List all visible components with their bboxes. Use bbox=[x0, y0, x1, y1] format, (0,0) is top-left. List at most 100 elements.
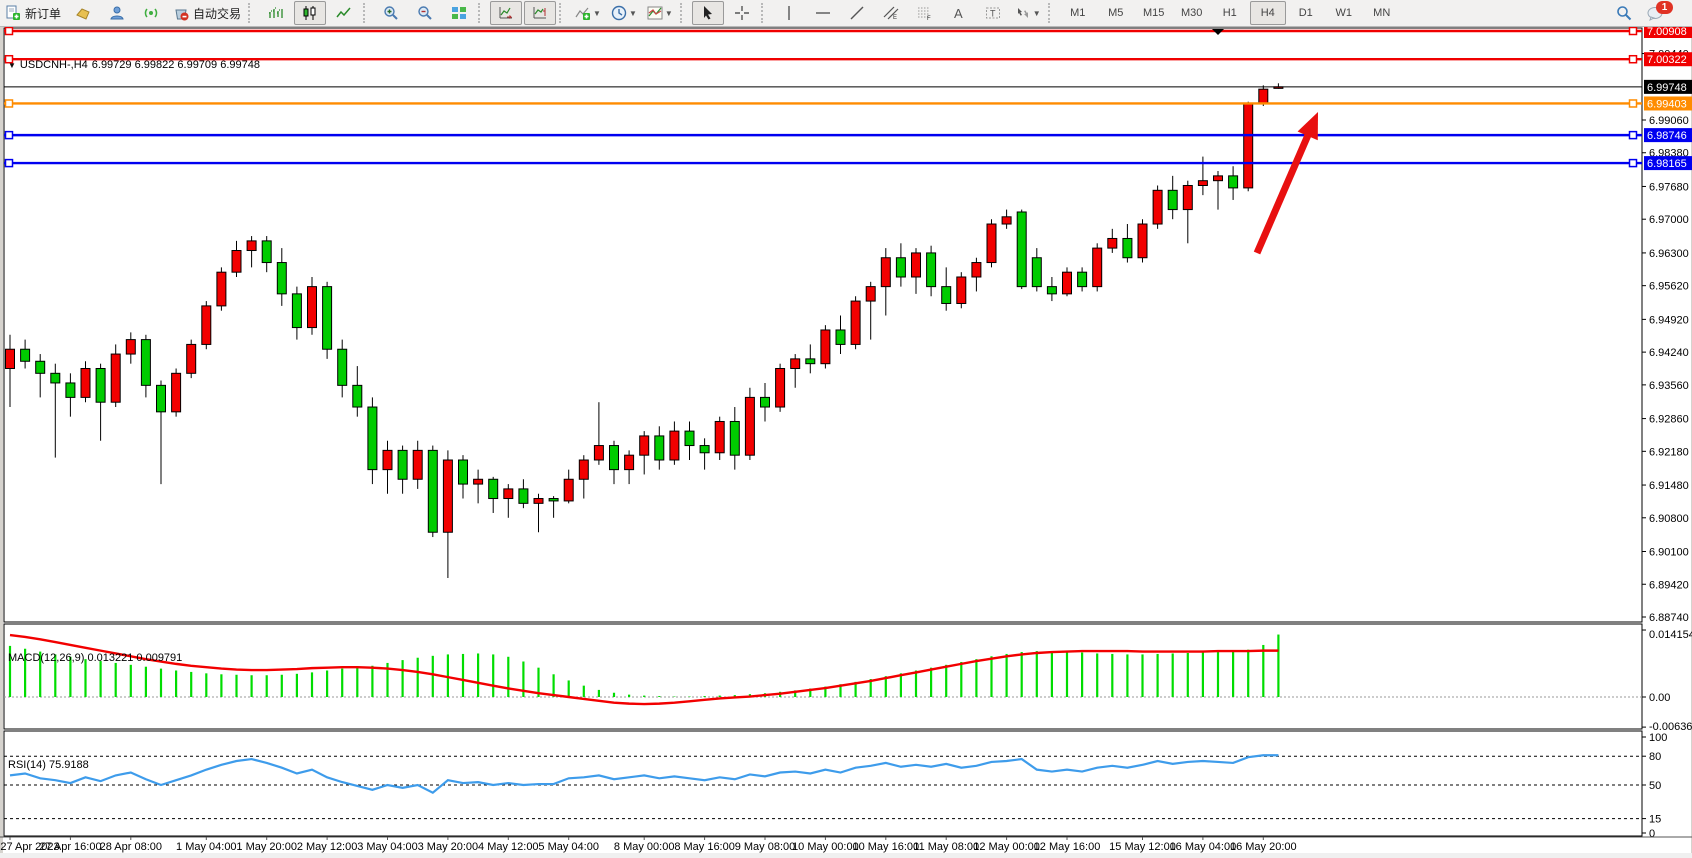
level-line-6.98746[interactable] bbox=[4, 130, 1642, 140]
candle-bull bbox=[880, 257, 891, 288]
svg-text:E: E bbox=[893, 15, 897, 21]
timeframe-M1[interactable]: M1 bbox=[1070, 7, 1086, 19]
candle-bull bbox=[820, 329, 831, 365]
line-handle[interactable] bbox=[1628, 54, 1638, 64]
level-price-label: 6.98165 bbox=[1647, 158, 1687, 170]
time-tick-label: 1 May 20:00 bbox=[236, 841, 297, 853]
collapse-toggle-icon[interactable]: ▼ bbox=[8, 60, 16, 70]
candle-bear bbox=[654, 435, 665, 461]
level-line-6.98165[interactable] bbox=[4, 158, 1642, 168]
new-order-button[interactable]: 新订单 bbox=[1, 1, 65, 25]
macd-tick-label: 0.014154 bbox=[1649, 629, 1692, 641]
price-tick-label: 6.91480 bbox=[1649, 480, 1689, 492]
timeframe-group: M1 M5 M15 M30 H1 H4 D1 W1 MN bbox=[1059, 1, 1401, 25]
arrow-shaft[interactable] bbox=[1253, 128, 1314, 255]
current-price-flag bbox=[1644, 79, 1692, 94]
rsi-line bbox=[9, 754, 1279, 794]
timeframe-H1[interactable]: H1 bbox=[1222, 7, 1237, 19]
timeframe-W1[interactable]: W1 bbox=[1335, 7, 1352, 19]
line-handle[interactable] bbox=[1628, 99, 1638, 108]
candle-bull bbox=[911, 252, 921, 278]
timeframe-M15[interactable]: M15 bbox=[1143, 7, 1165, 19]
horizontal-line-button[interactable] bbox=[807, 1, 839, 25]
auto-scroll-button[interactable] bbox=[490, 1, 523, 25]
timeframe-H4[interactable]: H4 bbox=[1249, 1, 1286, 25]
price-chart[interactable] bbox=[4, 83, 1642, 578]
timeframe-M5[interactable]: M5 bbox=[1108, 7, 1124, 19]
candle-bull bbox=[971, 262, 982, 278]
zoom-in-button[interactable] bbox=[375, 1, 407, 25]
timeframe-MN[interactable]: MN bbox=[1373, 7, 1391, 19]
price-tick-label: 6.94920 bbox=[1649, 314, 1689, 326]
crosshair-icon bbox=[734, 5, 750, 21]
candle-bear bbox=[50, 372, 61, 384]
candle-bear bbox=[352, 384, 363, 408]
price-tick-label: 6.97000 bbox=[1649, 214, 1689, 226]
price-axis[interactable]: 7.004406.990606.983806.976806.970006.963… bbox=[1642, 26, 1692, 840]
chart-shift-marker[interactable] bbox=[1212, 29, 1224, 35]
crosshair-button[interactable] bbox=[726, 1, 758, 25]
level-price-label: 7.00322 bbox=[1647, 54, 1687, 66]
rsi-panel[interactable] bbox=[4, 754, 1642, 820]
equidistant-channel-button[interactable]: E bbox=[875, 1, 907, 25]
candle-bull bbox=[563, 478, 574, 502]
navigator-icon bbox=[109, 5, 125, 21]
line-handle[interactable] bbox=[1628, 130, 1638, 140]
candle-bull bbox=[1213, 175, 1223, 182]
trend-arrow-annotation[interactable] bbox=[1253, 112, 1318, 255]
quotes-button[interactable] bbox=[67, 1, 99, 25]
periods-button[interactable]: ▼ bbox=[607, 1, 641, 25]
tile-windows-button[interactable] bbox=[443, 1, 475, 25]
toolbar-separator bbox=[478, 3, 487, 23]
chart-canvas[interactable]: 7.004406.990606.983806.976806.970006.963… bbox=[0, 26, 1692, 853]
line-handle[interactable] bbox=[4, 158, 14, 168]
time-tick-label: 27 Apr 16:00 bbox=[39, 841, 101, 853]
text-button[interactable]: A bbox=[943, 1, 975, 25]
dropdown-arrow-icon: ▼ bbox=[664, 8, 673, 18]
signals-button[interactable] bbox=[135, 1, 167, 25]
line-handle[interactable] bbox=[4, 99, 14, 108]
line-handle[interactable] bbox=[1628, 158, 1638, 168]
candlestick-chart-button[interactable] bbox=[294, 1, 327, 25]
macd-panel[interactable] bbox=[4, 633, 1642, 706]
timeframe-D1[interactable]: D1 bbox=[1298, 7, 1313, 19]
level-price-flag bbox=[1644, 52, 1692, 67]
arrows-button[interactable]: ▼ bbox=[1011, 1, 1045, 25]
search-button[interactable] bbox=[1608, 1, 1640, 25]
candle-bear bbox=[926, 252, 937, 288]
line-handle[interactable] bbox=[1628, 26, 1638, 36]
candle-bull bbox=[1182, 184, 1193, 211]
level-price-label: 6.98746 bbox=[1647, 130, 1687, 142]
notifications-button[interactable]: 1 bbox=[1642, 0, 1685, 25]
candle-bear bbox=[35, 360, 46, 374]
chart-shift-button[interactable] bbox=[524, 1, 557, 25]
level-line-6.99403[interactable] bbox=[4, 99, 1642, 108]
navigator-button[interactable] bbox=[101, 1, 133, 25]
bar-chart-button[interactable] bbox=[260, 1, 292, 25]
candle-bull bbox=[775, 367, 786, 408]
indicators-button[interactable]: ▼ bbox=[571, 1, 605, 25]
fibonacci-button[interactable]: F bbox=[909, 1, 941, 25]
trendline-button[interactable] bbox=[841, 1, 873, 25]
auto-trading-icon bbox=[173, 5, 189, 21]
timeframe-M30[interactable]: M30 bbox=[1181, 7, 1203, 19]
vertical-line-button[interactable] bbox=[773, 1, 805, 25]
candle-bear bbox=[488, 478, 499, 500]
line-handle[interactable] bbox=[4, 130, 14, 140]
candle-bear bbox=[609, 445, 619, 471]
line-handle[interactable] bbox=[4, 54, 14, 64]
line-chart-button[interactable] bbox=[328, 1, 360, 25]
auto-scroll-icon bbox=[498, 5, 514, 21]
level-line-7.00908[interactable] bbox=[4, 26, 1642, 36]
templates-button[interactable]: ▼ bbox=[643, 1, 677, 25]
text-label-button[interactable]: T bbox=[977, 1, 1009, 25]
time-tick-label: 27 Apr 2023 bbox=[0, 841, 59, 853]
level-line-7.00322[interactable] bbox=[4, 54, 1642, 64]
candle-bull bbox=[790, 358, 801, 369]
auto-trading-button[interactable]: 自动交易 bbox=[169, 1, 245, 25]
line-handle[interactable] bbox=[4, 26, 14, 36]
cursor-button[interactable] bbox=[691, 1, 724, 25]
candle-bear bbox=[1031, 257, 1042, 288]
zoom-out-button[interactable] bbox=[409, 1, 441, 25]
